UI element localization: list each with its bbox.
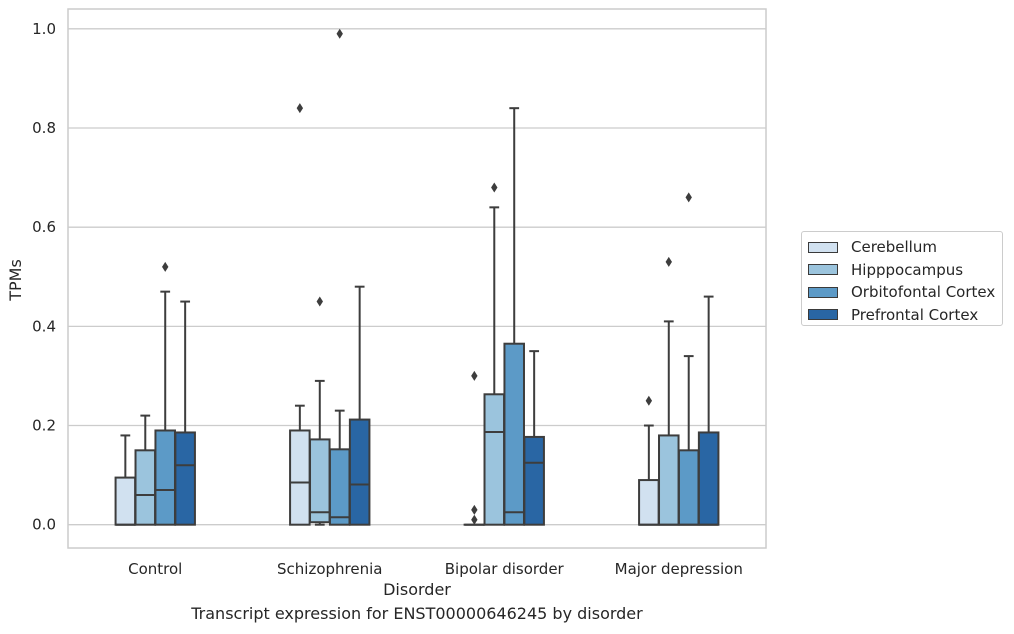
box-2-3 (523, 350, 545, 526)
plot-frame (67, 8, 767, 549)
outlier-point (685, 192, 692, 203)
box-3-0 (638, 395, 660, 526)
box-iqr (114, 476, 137, 526)
y-tick-label: 0.2 (32, 417, 56, 435)
box-iqr (328, 448, 351, 526)
box-iqr (289, 429, 311, 526)
box-1-0 (289, 103, 311, 526)
box-iqr (348, 418, 371, 526)
legend-item-prefrontal: Prefrontal Cortex (802, 304, 1002, 327)
outlier-point (665, 256, 672, 267)
box-iqr (309, 438, 331, 524)
box-iqr (483, 393, 506, 526)
y-tick-label: 0.4 (32, 317, 56, 335)
legend: Cerebellum Hipppocampus Orbitofontal Cor… (801, 231, 1003, 326)
box-0-0 (114, 434, 137, 526)
outlier-point (336, 28, 343, 39)
x-tick-label: Bipolar disorder (445, 560, 565, 578)
box-1-3 (348, 285, 371, 526)
y-axis-label: TPMs (6, 259, 25, 302)
y-tick-label: 0.6 (32, 218, 56, 236)
box-2-0 (463, 370, 486, 526)
legend-label-cerebellum: Cerebellum (851, 238, 937, 257)
outlier-point (645, 395, 653, 406)
outlier-point (316, 296, 323, 307)
outlier-point (296, 103, 304, 114)
box-iqr (677, 449, 700, 526)
x-tick-label: Control (128, 560, 182, 578)
box-3-3 (697, 295, 720, 526)
box-iqr (697, 431, 720, 526)
legend-item-cerebellum: Cerebellum (802, 236, 1002, 259)
x-axis-ticks: Control Schizophrenia Bipolar disorder Majo… (128, 560, 743, 578)
box-iqr (523, 435, 545, 526)
outlier-point (471, 370, 478, 381)
y-axis-ticks: 0.0 0.2 0.4 0.6 0.8 1.0 (32, 20, 56, 534)
legend-label-orbitofrontal: Orbitofontal Cortex (851, 283, 996, 302)
box-3-2 (677, 192, 700, 526)
box-iqr (638, 479, 660, 526)
box-0-1 (134, 414, 157, 526)
outlier-point (471, 514, 478, 525)
x-tick-label: Schizophrenia (277, 560, 382, 578)
box-2-1 (483, 182, 506, 526)
boxes (114, 28, 720, 526)
y-tick-label: 0.8 (32, 119, 56, 137)
box-2-2 (503, 107, 525, 526)
legend-item-hippocampus: Hipppocampus (802, 259, 1002, 282)
legend-swatch-prefrontal (808, 309, 838, 321)
box-0-3 (174, 300, 196, 526)
outlier-point (491, 182, 498, 193)
box-iqr (174, 431, 196, 526)
legend-label-prefrontal: Prefrontal Cortex (851, 305, 979, 324)
y-tick-label: 0.0 (32, 516, 56, 534)
x-axis-label: Disorder (383, 580, 451, 599)
legend-item-orbitofrontal: Orbitofontal Cortex (802, 281, 1002, 304)
legend-swatch-orbitofrontal (808, 286, 838, 298)
chart-caption: Transcript expression for ENST0000064624… (191, 604, 643, 623)
y-tick-label: 1.0 (32, 20, 56, 38)
box-iqr (503, 342, 525, 526)
legend-label-hippocampus: Hipppocampus (851, 260, 964, 279)
x-tick-label: Major depression (615, 560, 743, 578)
box-3-1 (658, 256, 680, 526)
box-1-1 (309, 296, 331, 526)
box-iqr (658, 434, 680, 526)
legend-swatch-hippocampus (808, 264, 838, 276)
box-iqr (154, 429, 176, 526)
outlier-point (471, 504, 478, 515)
box-iqr (134, 449, 157, 526)
outlier-point (162, 261, 169, 272)
legend-swatch-cerebellum (808, 241, 838, 253)
box-1-2 (328, 28, 351, 526)
box-0-2 (154, 261, 176, 526)
